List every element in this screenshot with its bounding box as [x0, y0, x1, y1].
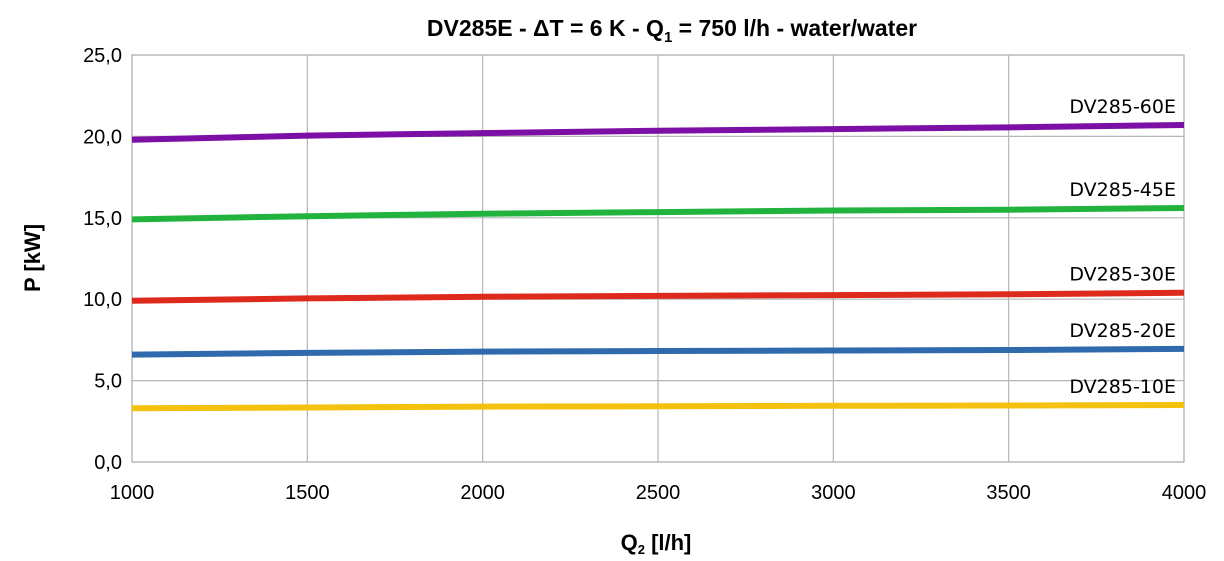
- y-tick-label: 0,0: [94, 452, 122, 474]
- series-line-dv285-60e: [131, 122, 1185, 143]
- series-lines: [131, 122, 1185, 412]
- x-axis-label-main: Q: [621, 530, 638, 555]
- series-labels: DV285-60E DV285-45E DV285-30E DV285-20E DV28…: [1069, 96, 1176, 398]
- x-axis-label: Q2 [l/h]: [621, 530, 692, 557]
- y-tick-label: 10,0: [83, 289, 122, 311]
- series-label-dv285-10e: DV285-10E: [1069, 376, 1176, 398]
- series-label-dv285-45e: DV285-45E: [1069, 179, 1176, 201]
- x-axis-label-subscript: 2: [638, 542, 645, 557]
- series-label-dv285-20e: DV285-20E: [1069, 320, 1176, 342]
- x-tick-label: 4000: [1162, 482, 1207, 504]
- x-tick-label: 2000: [460, 482, 505, 504]
- series-label-dv285-30e: DV285-30E: [1069, 264, 1176, 286]
- chart-title-suffix: = 750 l/h - water/water: [672, 15, 917, 41]
- x-tick-label: 1000: [110, 482, 155, 504]
- y-tick-label: 15,0: [83, 208, 122, 230]
- series-line-dv285-20e: [131, 345, 1185, 358]
- series-label-dv285-60e: DV285-60E: [1069, 96, 1176, 118]
- y-tick-label: 20,0: [83, 126, 122, 148]
- x-tick-label: 3000: [811, 482, 856, 504]
- x-axis-ticks: 1000 1500 2000 2500 3000 3500 4000: [110, 482, 1207, 504]
- x-axis-label-rest: [l/h]: [645, 530, 691, 555]
- y-tick-label: 25,0: [83, 45, 122, 67]
- series-line-dv285-30e: [131, 289, 1185, 304]
- chart-title: DV285E - ΔT = 6 K - Q1 = 750 l/h - water…: [427, 15, 917, 46]
- x-tick-label: 2500: [636, 482, 681, 504]
- series-line-dv285-10e: [131, 402, 1185, 412]
- grid: [131, 54, 1185, 463]
- y-tick-label: 5,0: [94, 371, 122, 393]
- chart-title-prefix: DV285E - ΔT = 6 K - Q: [427, 15, 664, 41]
- y-axis-label: P [kW]: [20, 224, 45, 292]
- y-axis-ticks: 0,0 5,0 10,0 15,0 20,0 25,0: [83, 45, 122, 474]
- x-tick-label: 3500: [986, 482, 1031, 504]
- series-line-dv285-45e: [131, 205, 1185, 223]
- x-tick-label: 1500: [285, 482, 330, 504]
- chart-title-subscript: 1: [664, 29, 672, 46]
- plot-frame: [131, 54, 1185, 463]
